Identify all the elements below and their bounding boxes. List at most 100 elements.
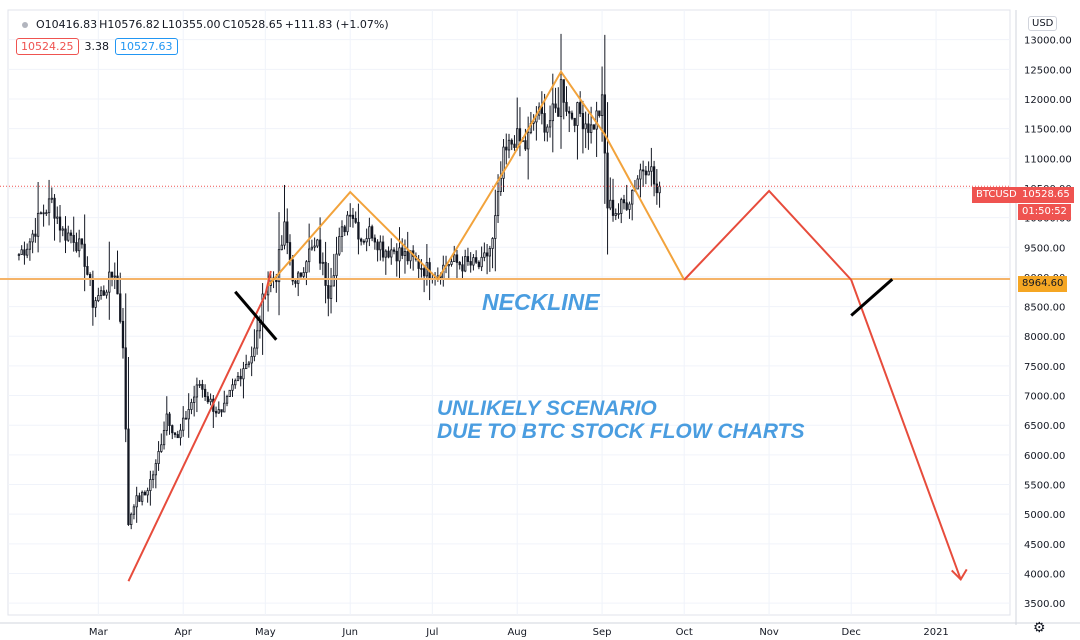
candle-body [140, 491, 144, 502]
candle-body [162, 429, 166, 446]
candle-body [201, 384, 204, 390]
candle-body [58, 216, 62, 231]
candle-body [655, 183, 658, 194]
candle-body [546, 126, 549, 133]
candle-body [622, 199, 626, 204]
candle-body [453, 254, 456, 263]
candle-body [562, 79, 565, 103]
candle-body [28, 241, 32, 250]
currency-button[interactable]: USD [1028, 16, 1058, 31]
candle-body [305, 261, 308, 273]
price-tick-label: 3500.00 [1024, 599, 1065, 610]
candle-body [422, 268, 426, 277]
candle-body [568, 110, 571, 114]
candle-body [639, 169, 642, 180]
candle-body [258, 322, 262, 332]
candle-body [239, 375, 242, 380]
candle-body [343, 226, 346, 233]
candle-body [45, 212, 48, 215]
candle-body [357, 221, 360, 240]
candle-body [168, 413, 171, 427]
candle-body [20, 249, 23, 255]
gear-icon[interactable]: ⚙ [1033, 619, 1046, 635]
candle-body [477, 261, 481, 268]
candle-body [496, 191, 500, 216]
visibility-dot-icon[interactable] [22, 21, 28, 28]
candle-body [203, 388, 207, 398]
candle-body [228, 389, 231, 397]
plot-frame [7, 9, 1011, 616]
candle-body [42, 212, 45, 215]
candle-body [39, 212, 43, 215]
candle-body [455, 254, 459, 263]
candle-body [286, 221, 289, 243]
candle-body [469, 261, 472, 266]
neckline-price-tag: 8964.60 [1018, 276, 1068, 292]
price-tick-label: 12500.00 [1024, 65, 1072, 76]
candle-body [61, 228, 64, 231]
candle-body [499, 177, 502, 192]
projection-arrowhead [951, 568, 968, 582]
candle-body [573, 117, 576, 126]
candle-body [80, 238, 84, 245]
candle-body [99, 290, 103, 296]
candle-body [184, 417, 188, 420]
candle-body [91, 278, 95, 308]
candle-body [220, 409, 223, 413]
candle-body [313, 245, 316, 248]
candle-body [620, 199, 623, 214]
candle-body [387, 250, 390, 258]
candle-body [390, 249, 393, 258]
candle-body [554, 103, 557, 109]
candle-body [483, 252, 486, 258]
sell-price-button[interactable]: 10524.25 [16, 38, 79, 55]
candle-body [346, 214, 349, 233]
candle-body [329, 285, 333, 299]
break-mark [850, 278, 894, 317]
price-axis[interactable]: 13000.00 12500.00 12000.00 11500.00 11000.00… [1015, 10, 1072, 625]
candle-body [466, 256, 470, 262]
candle-body [86, 266, 89, 275]
candle-body [614, 213, 617, 216]
scenario-annotation-line2[interactable]: DUE TO BTC STOCK FLOW CHARTS [437, 420, 805, 443]
candle-body [242, 368, 245, 380]
candle-body [151, 474, 155, 480]
candle-body [179, 429, 182, 439]
head-shoulders-pattern-line[interactable] [267, 69, 686, 287]
break-marks[interactable] [234, 278, 894, 341]
candle-body [245, 364, 248, 370]
price-tick-label: 5500.00 [1024, 481, 1065, 492]
candle-body [105, 291, 108, 296]
candle-body [351, 214, 355, 219]
candle-body [494, 215, 497, 239]
candle-body [548, 120, 552, 128]
neckline-annotation[interactable]: NECKLINE [482, 289, 600, 315]
candle-body [587, 123, 590, 133]
candle-body [559, 79, 563, 117]
candle-body [72, 234, 75, 243]
candle-body [565, 101, 568, 112]
candle-body [581, 113, 585, 130]
candle-body [332, 275, 335, 287]
candle-body [595, 110, 598, 130]
candle-body [198, 384, 201, 386]
scenario-annotation-line1[interactable]: UNLIKELY SCENARIO [437, 397, 657, 420]
candle-body [94, 300, 97, 308]
candle-body [294, 280, 297, 284]
candle-body [518, 128, 522, 142]
candle-body [225, 396, 229, 404]
candle-body [598, 110, 601, 116]
candle-body [47, 198, 51, 214]
price-tick-label: 4000.00 [1024, 569, 1065, 580]
candle-body [631, 190, 634, 205]
time-axis[interactable]: Mar Apr May Jun Jul Aug Sep Oct Nov Dec 2021 [0, 622, 1080, 638]
candle-body [628, 203, 631, 210]
projection-line[interactable] [127, 189, 968, 582]
candle-body [255, 330, 259, 349]
candle-body [395, 250, 398, 262]
price-tick-label: 7500.00 [1024, 362, 1065, 373]
countdown-tag: 01:50:52 [1018, 204, 1071, 220]
candle-body [132, 506, 136, 515]
buy-price-button[interactable]: 10527.63 [115, 38, 178, 55]
